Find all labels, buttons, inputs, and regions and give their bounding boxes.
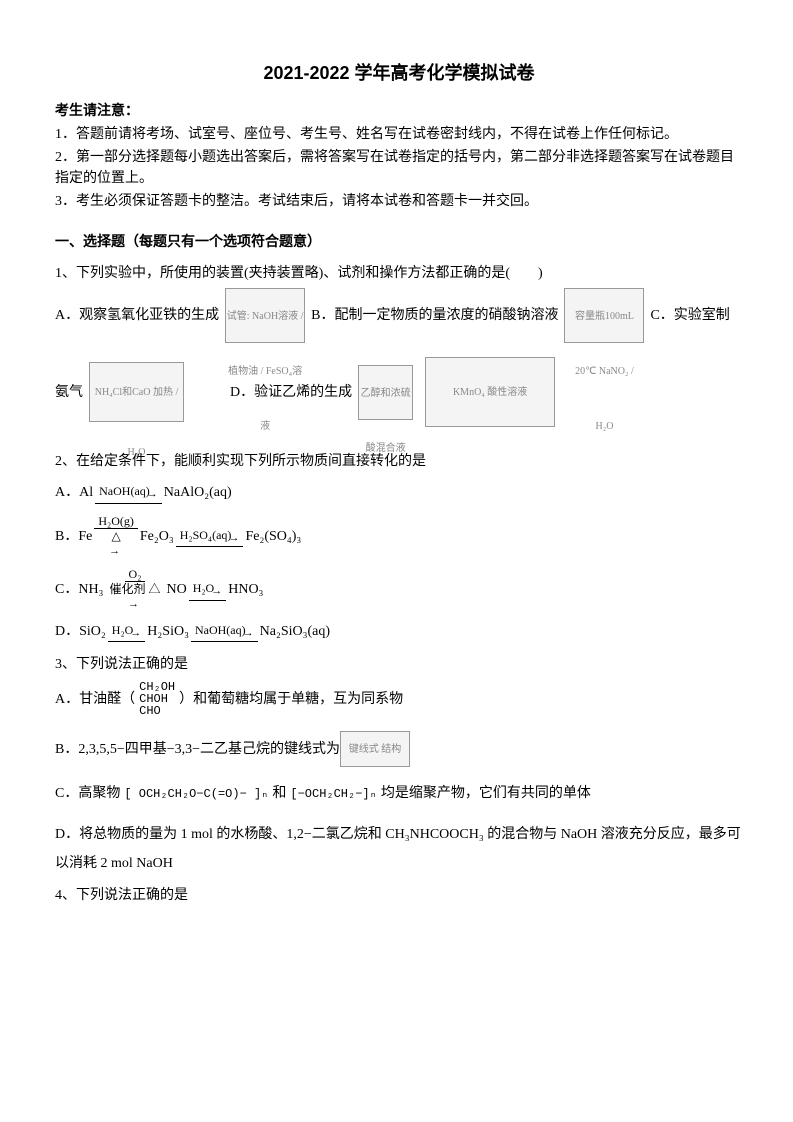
q2-c-arrow1-top: O₂	[125, 567, 146, 582]
instruction-2: 2．第一部分选择题每小题选出答案后，需将答案写在试卷指定的括号内，第二部分非选择…	[55, 147, 743, 189]
q1-opt-c-text: C．实验室制	[650, 305, 729, 326]
q2-b-arrow2: H₂SO₄(aq)	[176, 526, 244, 548]
q3-opt-a: A．甘油醛（ CH₂OH CHOH CHO ）和葡萄糖均属于单糖，互为同系物	[55, 681, 743, 717]
instruction-1: 1．答题前请将考场、试室号、座位号、考生号、姓名写在试卷密封线内，不得在试卷上作…	[55, 124, 743, 145]
q1-row-1: A．观察氢氧化亚铁的生成 试管: NaOH溶液 / 植物油 / FeSO₄溶液 …	[55, 288, 743, 343]
q1-opt-b-text: B．配制一定物质的量浓度的硝酸钠溶液	[311, 305, 558, 326]
q2-a-pre: A．Al	[55, 482, 93, 503]
q2-d-post: Na₂SiO₃(aq)	[260, 621, 330, 642]
q2-d-arrow1: H₂O	[108, 621, 146, 643]
q3-c-pre: C．高聚物	[55, 783, 120, 804]
q2-b-arrow1: H₂O(g) △	[94, 514, 138, 560]
q2-c-mid: NO	[166, 579, 186, 600]
q2-b-arrow1-bot: △	[107, 529, 124, 543]
q3-opt-b: B．2,3,5,5−四甲基−3,3−二乙基己烷的键线式为 键线式 结构	[55, 731, 743, 767]
q2-opt-c: C．NH₃ O₂ 催化剂 △ NO H₂O HNO₃	[55, 567, 743, 613]
q3-c-post: 均是缩聚产物，它们有共同的单体	[381, 783, 591, 804]
q3-c-struct1: [ OCH₂CH₂O−C(=O)− ]ₙ	[124, 788, 268, 800]
q3-a-struct-l3: CHO	[139, 705, 175, 717]
q2-opt-d: D．SiO₂ H₂O H₂SiO₃ NaOH(aq) Na₂SiO₃(aq)	[55, 621, 743, 643]
q1-opt-a-text: A．观察氢氧化亚铁的生成	[55, 305, 219, 326]
q1-opt-a-figure: 试管: NaOH溶液 / 植物油 / FeSO₄溶液	[225, 288, 305, 343]
q2-b-mid: Fe₂O₃	[140, 526, 174, 547]
page-title: 2021-2022 学年高考化学模拟试卷	[55, 60, 743, 87]
q3-opt-c: C．高聚物 [ OCH₂CH₂O−C(=O)− ]ₙ 和 [−OCH₂CH₂−]…	[55, 783, 743, 804]
q1-opt-d-figure-left: 乙醇和浓硫酸混合液	[358, 365, 413, 420]
q3-opt-d: D．将总物质的量为 1 mol 的水杨酸、1,2−二氯乙烷和 CH₃NHCOOC…	[55, 820, 743, 879]
instructions-header: 考生请注意：	[55, 101, 743, 122]
q2-c-arrow1: O₂ 催化剂 △	[105, 567, 164, 613]
q2-opt-a: A．Al NaOH(aq) NaAlO₂(aq)	[55, 482, 743, 504]
q3-a-struct: CH₂OH CHOH CHO	[139, 681, 175, 717]
q3-c-struct2: [−OCH₂CH₂−]ₙ	[290, 788, 376, 800]
q2-d-pre: D．SiO₂	[55, 621, 106, 642]
q2-b-pre: B．Fe	[55, 526, 92, 547]
q3-c-midtxt: 和	[272, 783, 286, 804]
q1-opt-c-figure: NH₄Cl和CaO 加热 / H₂O	[89, 362, 184, 422]
q1-opt-c-line2: 氨气	[55, 382, 83, 403]
q2-c-post: HNO₃	[228, 579, 263, 600]
q2-b-post: Fe₂(SO₄)₃	[245, 526, 301, 547]
q1-opt-d-text: D．验证乙烯的生成	[230, 382, 352, 403]
q1-row-2: 氨气 NH₄Cl和CaO 加热 / H₂O D．验证乙烯的生成 乙醇和浓硫酸混合…	[55, 357, 743, 427]
q2-stem: 2、在给定条件下，能顺利实现下列所示物质间直接转化的是	[55, 451, 743, 472]
q3-b-pre: B．2,3,5,5−四甲基−3,3−二乙基己烷的键线式为	[55, 739, 340, 760]
q4-stem: 4、下列说法正确的是	[55, 885, 743, 906]
q3-b-figure: 键线式 结构	[340, 731, 410, 767]
q1-stem: 1、下列实验中，所使用的装置(夹持装置略)、试剂和操作方法都正确的是( )	[55, 263, 743, 284]
q2-d-mid: H₂SiO₃	[147, 621, 189, 642]
q3-a-post: ）和葡萄糖均属于单糖，互为同系物	[179, 689, 403, 710]
q2-c-pre: C．NH₃	[55, 579, 103, 600]
q1-opt-d-figure-right: KMnO₄ 酸性溶液	[425, 357, 555, 427]
q3-stem: 3、下列说法正确的是	[55, 654, 743, 675]
q2-a-post: NaAlO₂(aq)	[164, 482, 232, 503]
q2-a-arrow: NaOH(aq)	[95, 482, 162, 504]
q2-opt-b: B．Fe H₂O(g) △ Fe₂O₃ H₂SO₄(aq) Fe₂(SO₄)₃	[55, 514, 743, 560]
q3-a-pre: A．甘油醛（	[55, 689, 135, 710]
q2-c-arrow1-bot: 催化剂 △	[105, 582, 164, 596]
q2-b-arrow1-top: H₂O(g)	[94, 514, 138, 529]
q1-opt-b-figure: 容量瓶100mL 20℃ NaNO₂ / H₂O	[564, 288, 644, 343]
q2-d-arrow2: NaOH(aq)	[191, 621, 258, 643]
instruction-3: 3．考生必须保证答题卡的整洁。考试结束后，请将本试卷和答题卡一并交回。	[55, 191, 743, 212]
q2-c-arrow2: H₂O	[189, 579, 227, 601]
section-1-heading: 一、选择题（每题只有一个选项符合题意）	[55, 232, 743, 253]
